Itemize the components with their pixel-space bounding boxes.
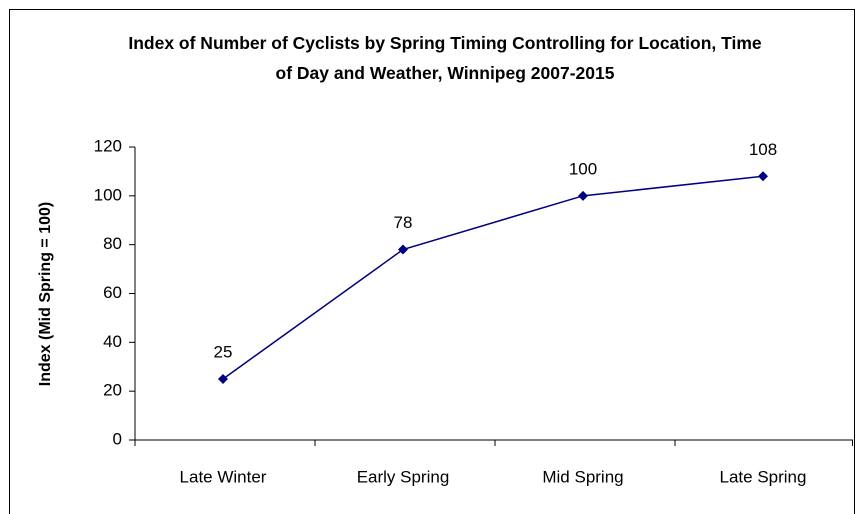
- y-tick-label: 20: [103, 381, 122, 400]
- y-tick-label: 80: [103, 234, 122, 253]
- marker: [578, 190, 588, 201]
- data-label: 78: [394, 213, 413, 232]
- data-label: 108: [749, 140, 777, 159]
- y-tick-label: 0: [113, 429, 122, 448]
- y-axis-label: Index (Mid Spring = 100): [37, 202, 54, 386]
- y-tick-label: 120: [94, 136, 122, 155]
- y-tick-label: 100: [94, 185, 122, 204]
- y-tick-label: 60: [103, 283, 122, 302]
- x-tick-label: Early Spring: [357, 467, 450, 486]
- marker: [758, 171, 768, 182]
- marker: [398, 244, 408, 255]
- data-label: 100: [569, 159, 597, 178]
- y-tick-label: 40: [103, 332, 122, 351]
- x-tick-label: Mid Spring: [542, 467, 623, 486]
- chart-border: [9, 9, 855, 514]
- line: [222, 175, 764, 380]
- chart-title: Index of Number of Cyclists by Spring Ti…: [128, 33, 762, 83]
- marker: [218, 373, 228, 384]
- data-label: 25: [214, 342, 233, 361]
- x-tick-label: Late Spring: [720, 467, 807, 486]
- x-tick-label: Late Winter: [180, 467, 267, 486]
